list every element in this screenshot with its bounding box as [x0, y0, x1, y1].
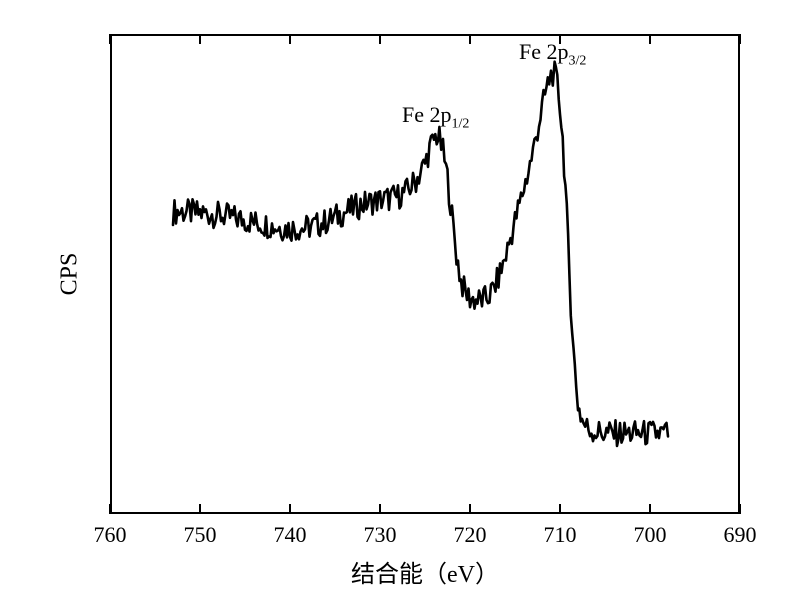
x-tick-label: 690	[724, 522, 757, 548]
x-tick-label: 700	[634, 522, 667, 548]
x-tick-mark	[109, 504, 111, 514]
y-axis-label: CPS	[57, 253, 84, 296]
peak-label: Fe 2p1/2	[402, 102, 469, 132]
x-tick-mark	[469, 34, 471, 44]
x-tick-mark	[379, 504, 381, 514]
x-tick-label: 760	[94, 522, 127, 548]
x-tick-mark	[739, 504, 741, 514]
x-tick-label: 720	[454, 522, 487, 548]
peak-label-main: Fe 2p	[519, 39, 569, 64]
x-tick-mark	[649, 34, 651, 44]
x-tick-mark	[469, 504, 471, 514]
x-axis-label: 结合能（eV）	[351, 554, 499, 589]
peak-label-sub: 3/2	[569, 54, 587, 69]
x-tick-mark	[289, 34, 291, 44]
x-tick-label: 740	[274, 522, 307, 548]
x-tick-mark	[649, 504, 651, 514]
x-tick-mark	[559, 504, 561, 514]
x-tick-label: 730	[364, 522, 397, 548]
peak-label-sub: 1/2	[452, 116, 470, 131]
peak-label: Fe 2p3/2	[519, 39, 586, 69]
xps-figure: CPS 结合能（eV） 760 750 740 730 720 710 700 690 Fe …	[0, 0, 800, 615]
x-tick-mark	[289, 504, 291, 514]
x-tick-mark	[739, 34, 741, 44]
x-tick-label: 750	[184, 522, 217, 548]
x-tick-mark	[379, 34, 381, 44]
x-tick-mark	[199, 504, 201, 514]
x-tick-mark	[109, 34, 111, 44]
x-tick-label: 710	[544, 522, 577, 548]
peak-label-main: Fe 2p	[402, 102, 452, 127]
x-tick-mark	[199, 34, 201, 44]
